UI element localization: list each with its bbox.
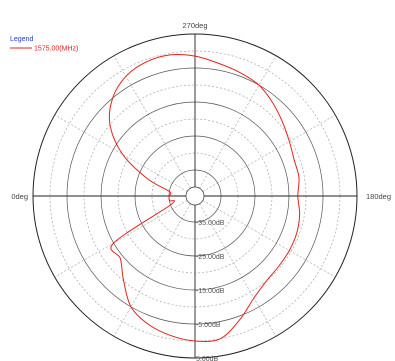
radial-tick-label: -15.00dB (196, 288, 225, 295)
radial-tick-labels: 5.00dB -5.00dB -15.00dB -25.00dB -35.00dB (196, 220, 225, 361)
legend: Legend 1575.00(MHz) (10, 36, 78, 53)
grid-spoke (202, 114, 336, 192)
legend-title: Legend (10, 36, 33, 43)
grid-spoke (113, 203, 191, 337)
radial-tick-label: 5.00dB (196, 356, 219, 361)
radial-tick-label: -35.00dB (196, 220, 225, 227)
grid-spoke (202, 200, 336, 278)
legend-entry: 1575.00(MHz) (34, 46, 78, 53)
center-hole (185, 186, 205, 206)
angle-tick-label-left: 0deg (11, 192, 28, 201)
polar-axes (33, 34, 357, 358)
angle-tick-label-top: 270deg (182, 21, 207, 30)
angle-tick-label-right: 180deg (366, 192, 391, 201)
radial-tick-label: -5.00dB (196, 322, 221, 329)
grid-spoke (54, 200, 188, 278)
series-line-1575mhz (108, 53, 301, 342)
radial-tick-label: -25.00dB (196, 254, 225, 261)
grid-spoke (199, 55, 277, 189)
grid-spoke (199, 203, 277, 337)
grid-spoke (113, 55, 191, 189)
grid-spoke (54, 114, 188, 192)
